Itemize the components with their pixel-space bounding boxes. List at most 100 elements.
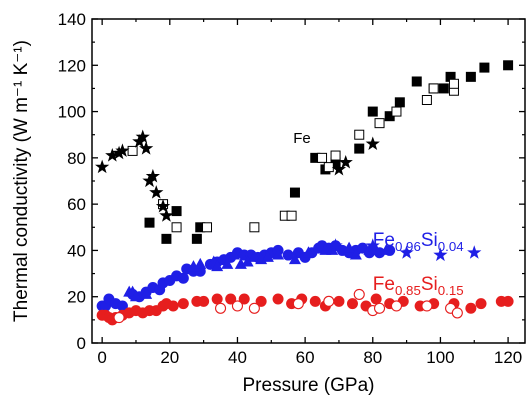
data-point-star [338,154,353,169]
data-point-open-square [286,210,297,221]
data-point-open-circle [323,295,335,307]
data-point-open-circle [451,307,463,319]
data-point-open-square [202,222,213,233]
x-tick-label: 0 [97,348,106,367]
data-point-open-square [330,150,341,161]
annotation-text: Fe [373,274,395,295]
data-point-square [289,187,300,198]
data-point-open-circle [113,311,125,324]
annotation-mid: Si [421,274,438,295]
data-point-star [135,129,150,144]
y-tick-label: 60 [67,195,86,214]
annotation-label: Fe [293,130,311,147]
annotation-mid: Si [421,230,438,251]
x-tick-label: 20 [160,348,179,367]
data-point-square [438,83,449,94]
data-point-star [138,141,154,155]
data-point-open-circle [248,302,260,314]
data-point-triangle [221,257,234,269]
data-point-open-square [171,222,182,233]
annotation-label: Fe0.85Si0.15 [373,274,464,298]
annotation-sub2: 0.15 [438,283,464,298]
annotation-sub1: 0.85 [395,283,421,298]
y-tick-label: 40 [67,241,86,260]
annotation-text: Fe [293,130,311,147]
y-tick-label: 100 [58,103,86,122]
data-point-square [465,71,476,82]
data-point-circle [309,295,321,307]
data-point-star [159,208,174,222]
data-point-triangle [140,287,153,299]
data-point-circle [238,293,250,305]
data-point-circle [282,249,294,261]
y-tick-label: 0 [77,334,86,353]
data-point-triangle [228,248,241,260]
data-point-triangle [261,250,274,262]
data-point-triangle [272,248,285,260]
data-point-star [149,185,164,199]
data-point-open-circle [214,302,227,314]
data-point-circle [502,295,514,307]
data-point-star [467,245,482,259]
data-point-circle [346,298,358,310]
data-point-square [384,111,395,122]
data-point-star [365,238,380,252]
data-point-square [394,97,405,108]
data-point-star [331,161,347,176]
data-point-open-square [448,78,459,89]
data-point-triangle [349,248,362,260]
data-marks [95,60,514,326]
data-point-triangle [380,243,393,255]
data-point-circle [211,293,223,305]
data-point-triangle [288,253,301,265]
series-circle-open [113,288,463,324]
data-point-square [161,233,172,244]
data-point-triangle [241,255,254,267]
y-tick-label: 120 [58,56,86,75]
data-point-circle [465,302,477,314]
annotation-label: Fe0.96Si0.04 [373,230,464,254]
data-point-open-circle [421,300,433,312]
data-point-star [328,238,343,252]
data-point-square [445,71,456,82]
data-point-open-square [127,145,138,156]
series-star-filled [95,129,380,222]
data-point-open-square [317,152,328,163]
data-point-circle [177,272,189,284]
data-point-star [145,168,161,183]
annotation-sub1: 0.96 [395,239,421,254]
data-point-square [503,60,514,71]
data-point-square [330,157,341,168]
data-point-open-square [374,118,385,129]
annotation-text: Fe [373,230,395,251]
data-point-triangle [194,257,207,269]
data-point-circle [272,293,284,305]
data-point-square [411,76,422,87]
data-point-circle [333,295,345,307]
data-point-open-square [249,222,260,233]
x-tick-label: 80 [363,348,382,367]
data-point-star [433,247,448,262]
data-point-triangle [248,250,261,262]
x-tick-label: 100 [426,348,454,367]
data-point-open-circle [231,300,244,312]
series-star-filled [328,238,482,262]
data-point-circle [167,300,179,312]
data-point-open-square [354,129,365,140]
data-point-star [365,136,380,151]
data-point-circle [475,298,487,310]
data-point-star [115,143,130,157]
data-point-open-circle [353,288,365,300]
x-axis-title: Pressure (GPa) [243,375,375,396]
annotation-sub2: 0.04 [438,239,464,254]
data-point-open-circle [373,302,386,314]
y-tick-label: 140 [58,10,86,29]
data-point-triangle [302,246,315,258]
data-point-square [367,106,378,117]
y-axis-title: Thermal conductivity (W m⁻¹ K⁻¹) [11,40,32,322]
data-point-circle [177,298,189,310]
data-point-star [105,148,120,162]
data-point-open-square [421,95,432,105]
